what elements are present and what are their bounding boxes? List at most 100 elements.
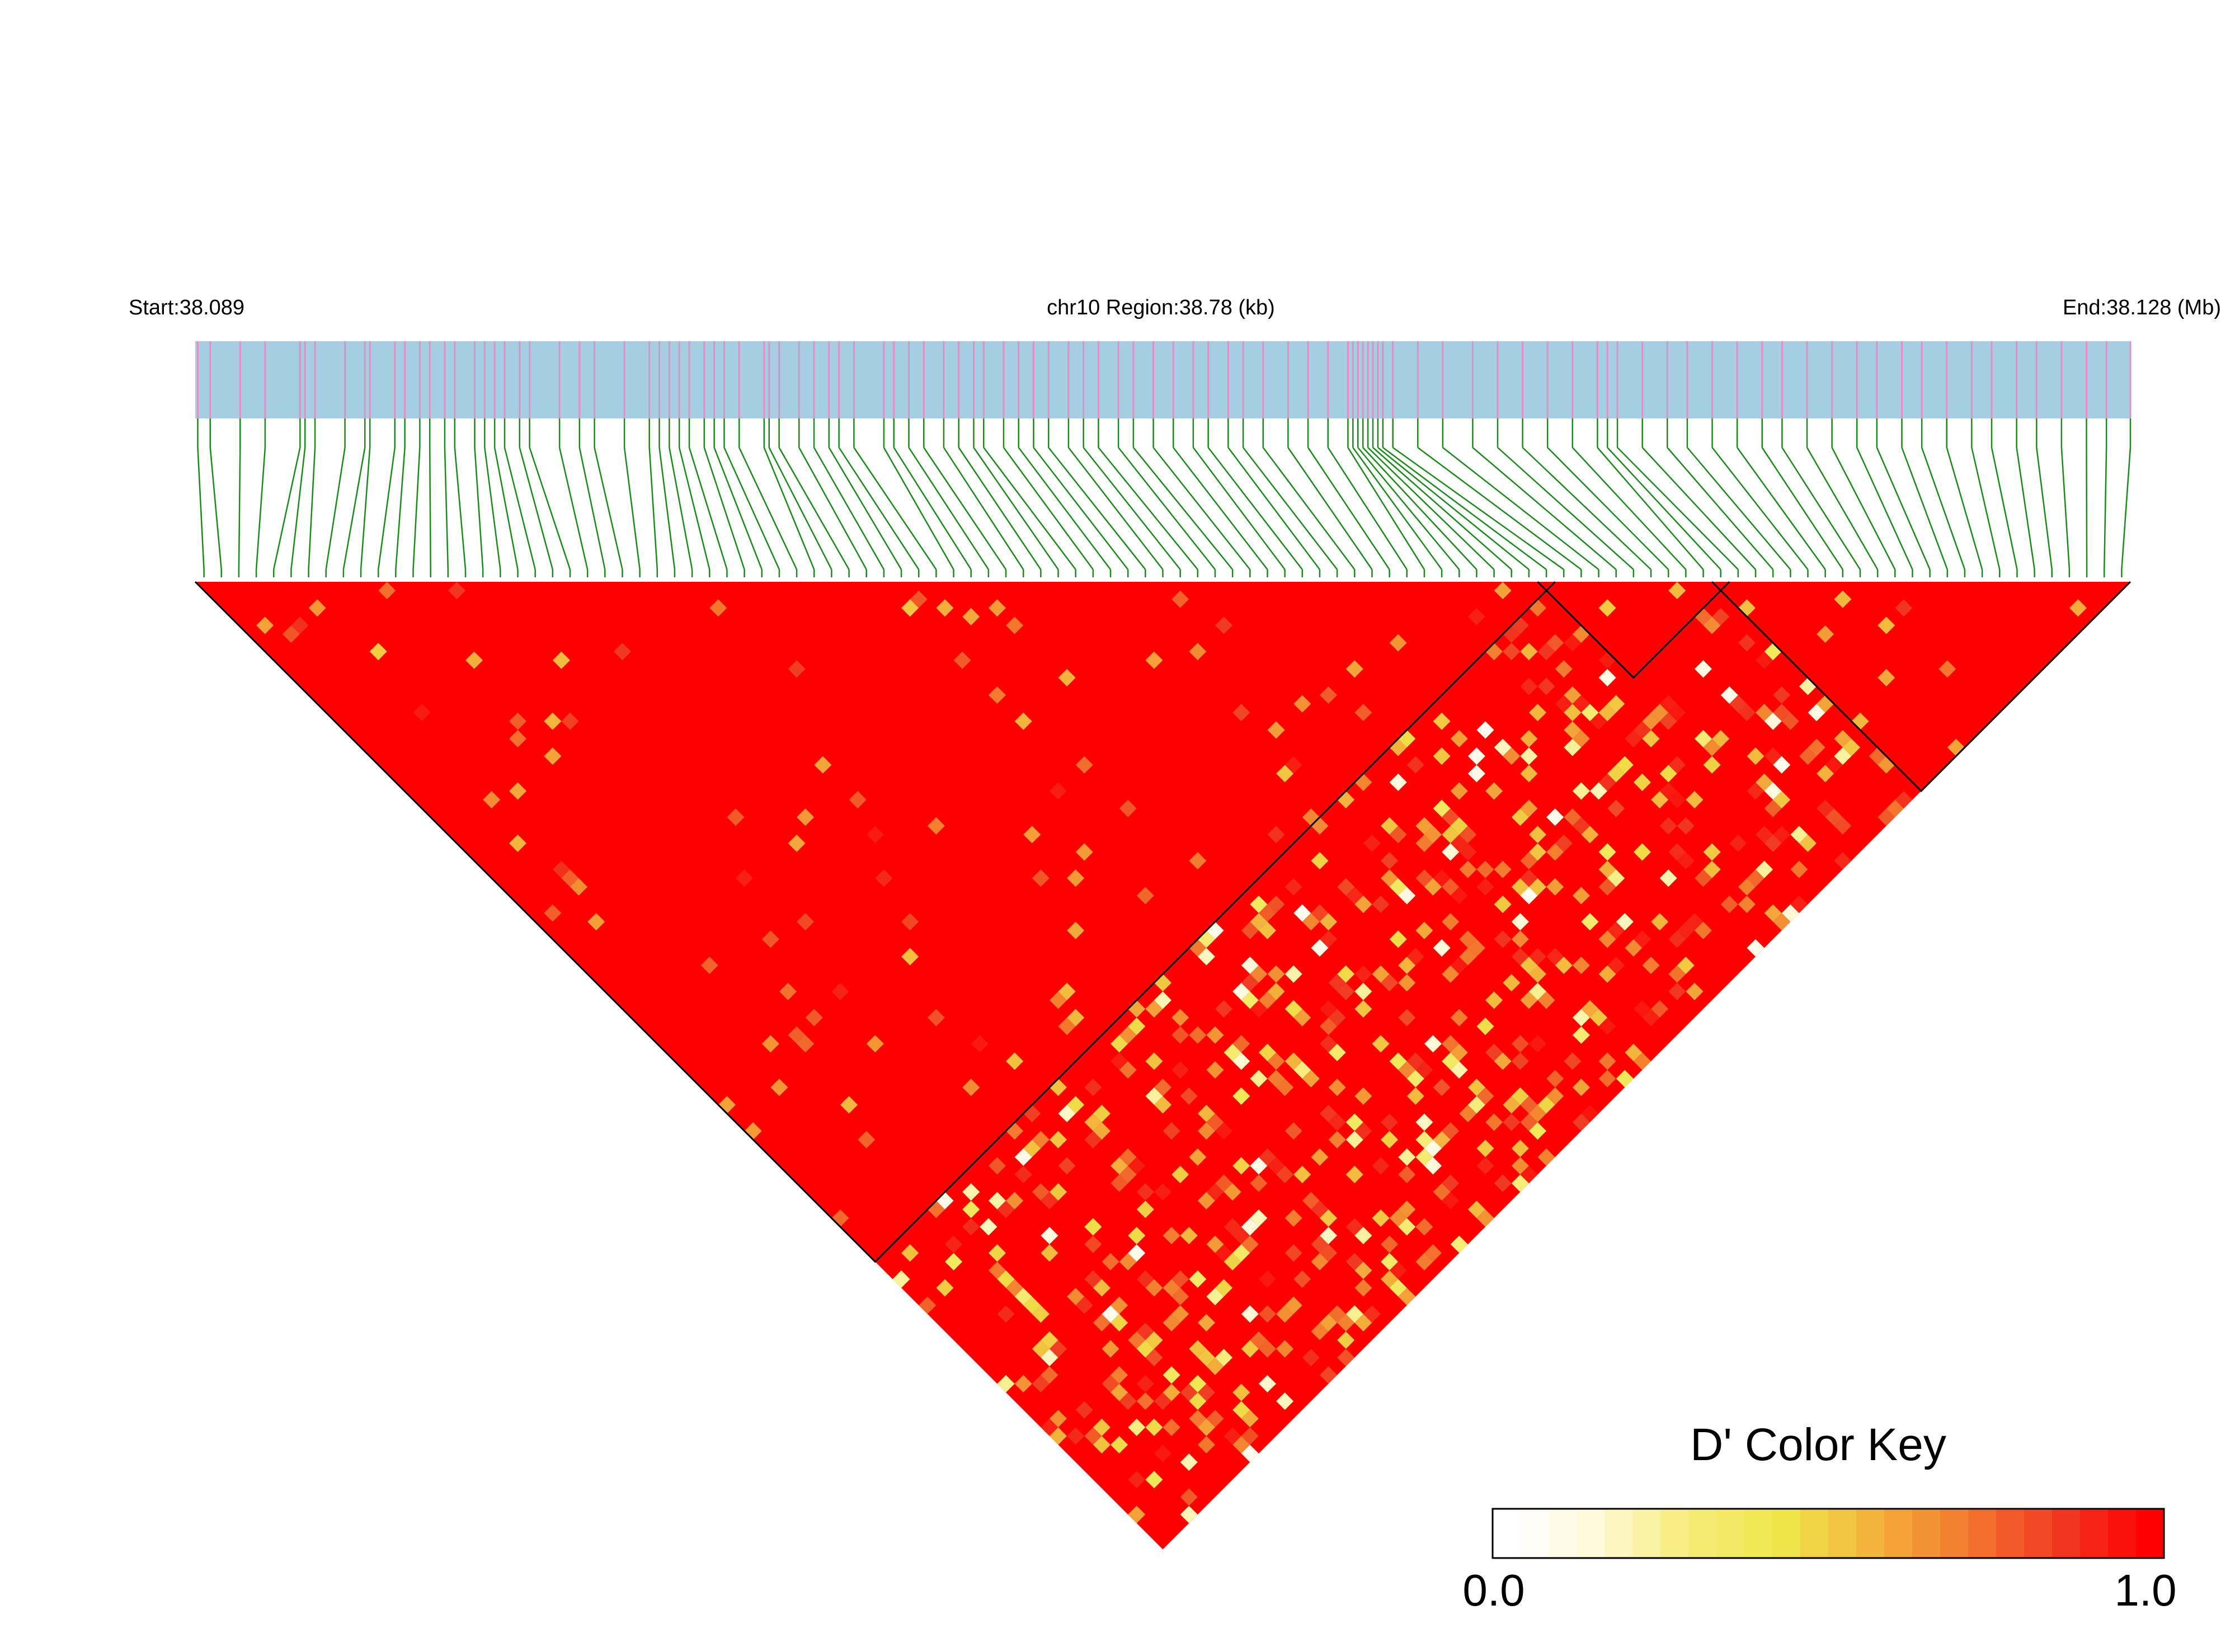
ld-cell bbox=[1328, 1113, 1346, 1131]
ld-cell bbox=[962, 1201, 980, 1218]
ld-cell bbox=[1163, 1418, 1180, 1436]
ld-cell bbox=[1572, 887, 1590, 905]
snp-connector bbox=[813, 447, 884, 570]
ld-cell bbox=[1014, 1375, 1032, 1393]
ld-cell bbox=[1171, 1305, 1189, 1323]
ld-cell bbox=[1381, 1113, 1399, 1131]
ld-cell bbox=[1154, 991, 1172, 1009]
ld-cell bbox=[1206, 1113, 1224, 1131]
ld-cell bbox=[1372, 895, 1390, 914]
ld-cell bbox=[892, 1270, 910, 1288]
legend-title: D' Color Key bbox=[1690, 1419, 1946, 1470]
snp-connector bbox=[688, 447, 728, 570]
ld-cell bbox=[1049, 991, 1067, 1009]
ld-cell bbox=[1520, 729, 1538, 748]
ld-cell bbox=[1555, 834, 1573, 853]
ld-cell bbox=[1773, 826, 1791, 844]
ld-cell bbox=[770, 1079, 788, 1096]
ld-cell bbox=[1607, 869, 1625, 887]
snp-connector bbox=[1667, 447, 1774, 570]
ld-cell bbox=[1354, 1000, 1372, 1018]
ld-cell bbox=[1241, 1444, 1259, 1462]
ld-cell bbox=[1232, 1087, 1250, 1105]
ld-cell bbox=[1442, 843, 1460, 861]
ld-cell bbox=[788, 834, 806, 853]
ld-cell bbox=[1189, 643, 1207, 661]
ld-cell bbox=[1102, 1340, 1119, 1358]
ld-cell bbox=[1319, 1227, 1338, 1245]
ld-cell bbox=[613, 643, 632, 661]
ld-cell bbox=[1354, 982, 1372, 1000]
ld-cell bbox=[1520, 869, 1538, 887]
ld-cell bbox=[1284, 965, 1302, 983]
ld-cell bbox=[1381, 1253, 1399, 1270]
ld-cell bbox=[1267, 982, 1285, 1000]
ld-cell bbox=[1389, 826, 1407, 844]
ld-cell bbox=[1450, 1235, 1468, 1253]
ld-cell bbox=[1520, 765, 1538, 783]
snp-connector bbox=[943, 447, 1024, 570]
snp-connector bbox=[1083, 447, 1181, 570]
ld-cell bbox=[1834, 729, 1852, 748]
ld-cell bbox=[1694, 660, 1712, 678]
ld-triangle bbox=[195, 582, 2130, 1550]
ld-cell bbox=[988, 686, 1006, 704]
snp-connector bbox=[1617, 447, 1739, 570]
ld-cell bbox=[1398, 1288, 1416, 1306]
ld-cell bbox=[1284, 1244, 1302, 1262]
ld-cell bbox=[1345, 1253, 1363, 1270]
ld-cell bbox=[1128, 1418, 1146, 1436]
ld-cell bbox=[1572, 729, 1590, 748]
ld-cell bbox=[1511, 1157, 1529, 1175]
ld-cell bbox=[1206, 1410, 1224, 1428]
haplotype-blocks bbox=[194, 581, 2132, 1263]
ld-cell bbox=[1651, 1000, 1669, 1018]
ld-cell bbox=[1712, 729, 1730, 748]
ld-cell bbox=[1607, 956, 1625, 975]
snp-connector bbox=[678, 447, 711, 570]
ld-cell bbox=[1589, 1009, 1608, 1027]
ld-cell bbox=[1381, 869, 1399, 887]
snp-connector bbox=[273, 447, 301, 570]
snp-connector bbox=[1327, 447, 1408, 570]
ld-cell bbox=[1389, 634, 1407, 652]
ld-cell bbox=[1154, 1079, 1172, 1096]
snp-connector bbox=[1173, 447, 1268, 570]
ld-cell bbox=[901, 599, 919, 617]
ld-cell bbox=[1476, 878, 1494, 896]
ld-cell bbox=[1041, 1244, 1058, 1262]
ld-cell bbox=[1319, 930, 1338, 948]
ld-cell bbox=[1232, 1383, 1250, 1401]
ld-cell bbox=[1503, 974, 1521, 992]
ld-cell bbox=[1799, 677, 1817, 695]
ld-cell bbox=[1528, 826, 1547, 844]
ld-cell bbox=[1102, 1253, 1119, 1270]
ld-cell bbox=[1354, 1314, 1372, 1331]
ld-cell bbox=[1354, 1262, 1372, 1279]
ld-cell bbox=[1520, 1165, 1538, 1184]
ld-cell bbox=[1154, 1444, 1172, 1462]
ld-cell bbox=[1476, 860, 1494, 878]
ld-cell bbox=[570, 878, 588, 896]
ld-cell bbox=[1111, 1436, 1128, 1454]
ld-cell bbox=[1363, 1305, 1381, 1323]
ld-cell bbox=[761, 1035, 779, 1053]
ld-cell bbox=[1433, 712, 1451, 730]
ld-cell bbox=[1267, 1157, 1285, 1175]
ld-cell bbox=[1459, 860, 1477, 878]
ld-cell bbox=[1433, 939, 1451, 957]
snp-connector bbox=[395, 447, 406, 570]
ld-cell bbox=[1215, 1000, 1233, 1018]
ld-cell bbox=[1686, 913, 1704, 931]
snp-connector bbox=[1856, 447, 1913, 570]
ld-cell bbox=[910, 590, 928, 608]
ld-cell bbox=[1119, 799, 1137, 817]
ld-cell bbox=[1520, 799, 1538, 817]
ld-cell bbox=[1093, 1314, 1111, 1331]
ld-cell bbox=[1136, 887, 1154, 905]
ld-cell bbox=[1206, 921, 1224, 939]
snp-connector bbox=[1991, 447, 2018, 570]
snp-connector bbox=[209, 447, 222, 570]
ld-cell bbox=[1528, 965, 1547, 983]
ld-cell bbox=[1345, 1165, 1363, 1184]
